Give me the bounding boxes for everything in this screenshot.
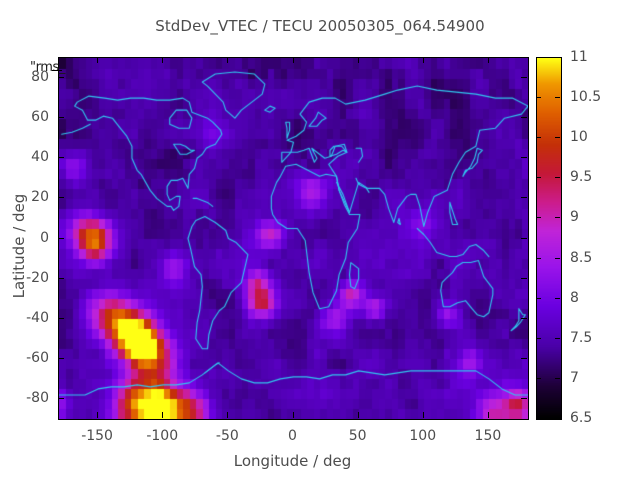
coastline-overlay-canvas bbox=[59, 58, 528, 419]
x-axis-tick bbox=[227, 412, 229, 418]
y-axis-tick bbox=[521, 157, 527, 159]
stray-annotation-artifact: "rms_ bbox=[30, 60, 66, 75]
y-axis-tick bbox=[58, 317, 64, 319]
y-axis-tick bbox=[58, 397, 64, 399]
x-axis-tick bbox=[422, 412, 424, 418]
colorbar-tick-label: 8.5 bbox=[570, 249, 593, 266]
y-axis-tick bbox=[58, 117, 64, 119]
colorbar-tick-label: 6.5 bbox=[570, 410, 593, 426]
colorbar bbox=[536, 57, 562, 420]
y-axis-tick bbox=[521, 357, 527, 359]
y-axis-tick bbox=[58, 237, 64, 239]
x-axis-tick bbox=[487, 412, 489, 418]
y-axis-tick bbox=[521, 397, 527, 399]
x-axis-tick-label: -50 bbox=[215, 428, 239, 444]
y-axis-tick-label: 60 bbox=[31, 109, 49, 126]
x-axis-tick bbox=[292, 412, 294, 418]
x-axis-tick bbox=[357, 57, 359, 63]
colorbar-tick bbox=[555, 217, 560, 219]
y-axis-tick bbox=[521, 277, 527, 279]
colorbar-tick bbox=[536, 297, 541, 299]
x-axis-tick bbox=[97, 412, 99, 418]
colorbar-tick bbox=[536, 137, 541, 139]
colorbar-tick-label: 7.5 bbox=[570, 329, 593, 346]
colorbar-tick bbox=[555, 97, 560, 99]
colorbar-tick bbox=[555, 297, 560, 299]
y-axis-tick-label: -20 bbox=[26, 269, 49, 286]
y-axis-tick-label: 40 bbox=[31, 149, 49, 166]
chart-title: StdDev_VTEC / TECU 20050305_064.54900 bbox=[155, 17, 485, 35]
colorbar-tick bbox=[555, 257, 560, 259]
colorbar-tick bbox=[555, 377, 560, 379]
x-axis-tick bbox=[97, 57, 99, 63]
y-axis-tick bbox=[521, 317, 527, 319]
colorbar-tick bbox=[536, 377, 541, 379]
colorbar-gradient bbox=[537, 58, 561, 419]
colorbar-tick bbox=[555, 137, 560, 139]
colorbar-tick bbox=[536, 217, 541, 219]
y-axis-tick-label: -80 bbox=[26, 389, 49, 406]
y-axis-tick-label: 0 bbox=[40, 229, 49, 246]
y-axis-tick bbox=[58, 197, 64, 199]
y-axis-tick bbox=[521, 197, 527, 199]
colorbar-tick-label: 10 bbox=[570, 129, 588, 146]
y-axis-tick-label: -60 bbox=[26, 349, 49, 366]
colorbar-tick bbox=[536, 337, 541, 339]
y-axis-tick-label: 20 bbox=[31, 189, 49, 206]
y-axis-tick bbox=[521, 237, 527, 239]
y-axis-tick bbox=[58, 277, 64, 279]
x-axis-tick bbox=[162, 412, 164, 418]
colorbar-tick-label: 9 bbox=[570, 209, 579, 226]
colorbar-tick bbox=[536, 177, 541, 179]
x-axis-tick bbox=[357, 412, 359, 418]
x-axis-tick-label: -150 bbox=[81, 428, 113, 444]
x-axis-tick bbox=[227, 57, 229, 63]
x-axis-tick-label: 100 bbox=[409, 428, 437, 444]
y-axis-tick bbox=[521, 77, 527, 79]
colorbar-tick bbox=[536, 97, 541, 99]
x-axis-tick-label: 150 bbox=[474, 428, 502, 444]
x-axis-tick bbox=[162, 57, 164, 63]
x-axis-title: Longitude / deg bbox=[233, 452, 352, 470]
colorbar-tick-label: 11 bbox=[570, 49, 588, 65]
x-axis-tick-label: 0 bbox=[288, 428, 297, 444]
y-axis-tick bbox=[58, 77, 64, 79]
x-axis-tick bbox=[487, 57, 489, 63]
x-axis-tick-label: -100 bbox=[146, 428, 179, 444]
y-axis-tick bbox=[58, 357, 64, 359]
y-axis-tick-label: -40 bbox=[26, 309, 49, 326]
colorbar-tick bbox=[555, 337, 560, 339]
heatmap-plot-area bbox=[58, 57, 529, 420]
x-axis-tick bbox=[422, 57, 424, 63]
colorbar-tick-label: 8 bbox=[570, 289, 579, 306]
stray-annotation-dash bbox=[52, 70, 62, 71]
x-axis-tick-label: 50 bbox=[348, 428, 367, 444]
y-axis-tick bbox=[521, 117, 527, 119]
colorbar-tick-label: 10.5 bbox=[570, 89, 602, 106]
colorbar-tick-label: 7 bbox=[570, 369, 579, 386]
colorbar-tick bbox=[555, 177, 560, 179]
y-axis-tick-label: 80 bbox=[31, 69, 49, 86]
x-axis-tick bbox=[292, 57, 294, 63]
y-axis-tick bbox=[58, 157, 64, 159]
colorbar-tick bbox=[536, 257, 541, 259]
colorbar-tick-label: 9.5 bbox=[570, 169, 593, 186]
